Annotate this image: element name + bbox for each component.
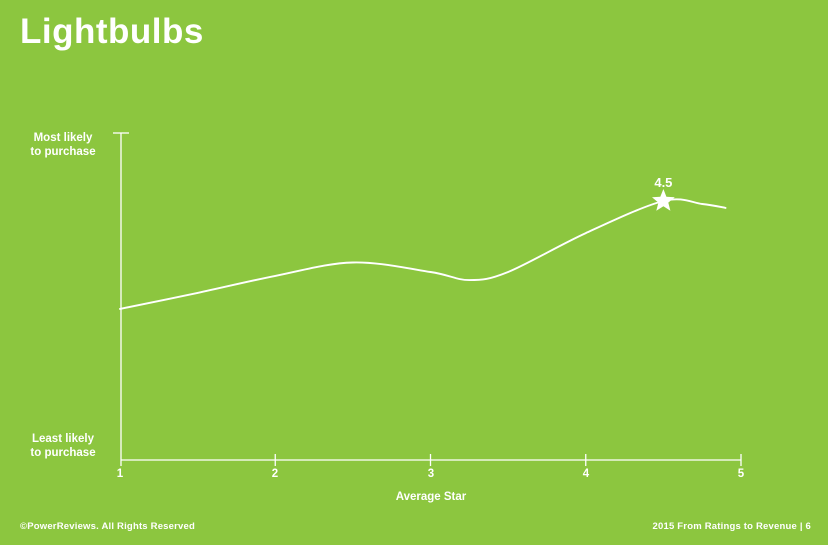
y-axis-label-least-line1: Least likely	[31, 433, 94, 445]
y-axis-label-least-likely: Least likely to purchase	[15, 433, 111, 460]
x-tick-label-4: 4	[582, 468, 590, 480]
purchase-likelihood-line	[119, 198, 727, 310]
x-tick-label-2: 2	[271, 468, 279, 480]
footer-source-page: 2015 From Ratings to Revenue | 6	[652, 521, 811, 532]
page-title: Lightbulbs	[20, 12, 204, 51]
y-axis-label-most-line1: Most likely	[33, 132, 93, 144]
x-axis-ticks	[274, 454, 742, 466]
y-axis-label-most-line2: to purchase	[30, 145, 96, 158]
x-tick-label-1: 1	[116, 468, 124, 480]
star-marker	[652, 189, 675, 211]
x-axis-title: Average Star	[395, 491, 467, 503]
x-tick-label-5: 5	[737, 468, 745, 480]
y-axis-label-least-line2: to purchase	[30, 446, 96, 459]
y-axis-label-most-likely: Most likely to purchase	[15, 132, 111, 159]
footer-copyright: ©PowerReviews. All Rights Reserved	[20, 521, 196, 532]
x-tick-label-3: 3	[427, 468, 435, 480]
marker-value-label: 4.5	[654, 175, 673, 191]
